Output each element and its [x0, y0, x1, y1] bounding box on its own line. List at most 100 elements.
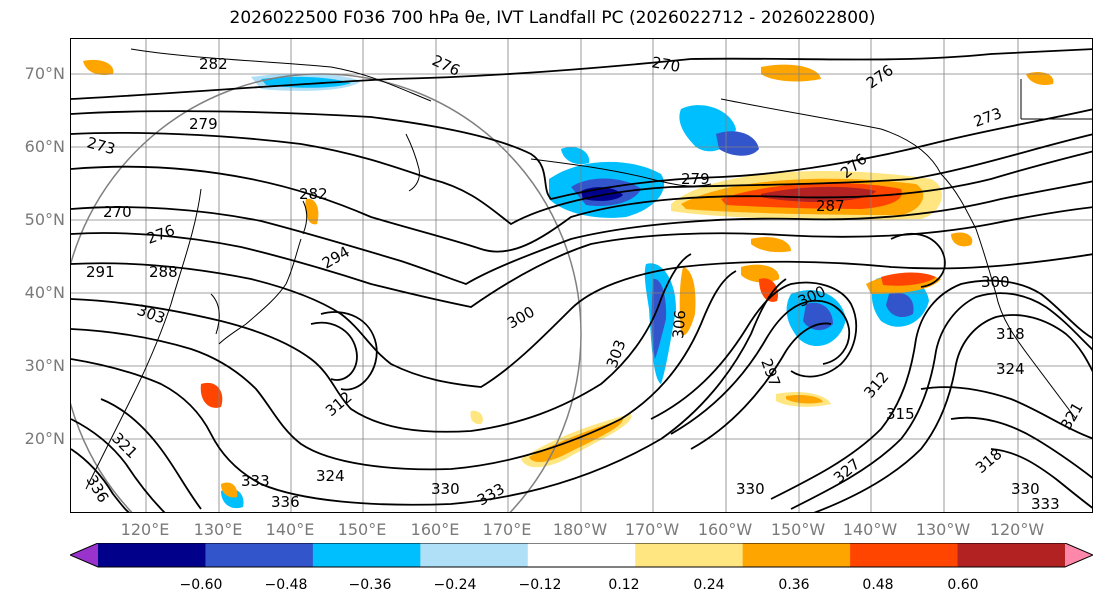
contour-label: 270	[650, 53, 681, 76]
contour-label: 276	[429, 51, 463, 79]
shading-patch-orange	[305, 198, 319, 225]
contour-line	[71, 270, 737, 471]
colorbar-cell	[742, 543, 851, 567]
contour-label: 270	[103, 203, 132, 221]
shading-patch-orange	[761, 64, 821, 82]
contour-label: 303	[135, 301, 168, 328]
colorbar-cell	[850, 543, 959, 567]
contour-line	[71, 448, 130, 512]
shading-layer	[83, 59, 1054, 509]
contour-label: 300	[504, 303, 538, 333]
contour-label: 324	[316, 467, 345, 485]
lon-label-120w: 120°W	[989, 520, 1045, 539]
colorbar-cell	[635, 543, 744, 567]
lat-label-40n: 40°N	[24, 283, 65, 302]
contour-line	[813, 314, 1092, 512]
coast-korea	[210, 293, 220, 335]
shading-patch-blue	[716, 131, 759, 156]
shading-patch-red	[881, 272, 936, 286]
contour-label: 324	[996, 360, 1025, 378]
shading-patch-orange	[83, 59, 114, 75]
contour-line	[890, 232, 946, 288]
contour-line	[71, 253, 1092, 388]
contour-label: 321	[1057, 399, 1087, 433]
graticule	[71, 39, 1092, 512]
map-panel: 282 276 270 276 273 279 273 282 270 276 …	[70, 38, 1093, 513]
shading-patch-darkred	[761, 186, 876, 202]
contour-line	[71, 206, 1092, 308]
coast-alaska	[720, 98, 942, 175]
contour-label: 306	[669, 309, 689, 339]
contour-label: 287	[816, 197, 845, 215]
colorbar-tick: 0.24	[693, 577, 725, 593]
lon-label-170e: 170°E	[482, 520, 532, 539]
contour-line	[310, 321, 358, 381]
lat-label-30n: 30°N	[24, 356, 65, 375]
colorbar-tick: −0.24	[433, 577, 477, 593]
contour-label: 336	[83, 472, 113, 506]
contour-line	[100, 398, 202, 510]
lon-label-160e: 160°E	[410, 520, 460, 539]
contour-line	[320, 311, 378, 391]
contour-label: 318	[996, 325, 1025, 343]
lon-label-150w: 150°W	[770, 520, 826, 539]
contour-label: 291	[86, 263, 115, 281]
shading-patch-orange	[751, 237, 791, 253]
lon-label-130e: 130°E	[193, 520, 243, 539]
contour-label: 312	[860, 368, 892, 402]
shading-patch-blue	[886, 292, 914, 318]
contour-label: 330	[736, 480, 765, 498]
lon-label-150e: 150°E	[337, 520, 387, 539]
colorbar	[70, 543, 1093, 568]
contour-label: 330	[1011, 480, 1040, 498]
shading-patch-orange	[786, 394, 823, 404]
contour-label: 282	[199, 55, 228, 73]
shading-patch-orange	[200, 382, 223, 408]
contour-label: 333	[241, 472, 270, 490]
colorbar-tick: −0.60	[179, 577, 223, 593]
shading-patch-orange	[221, 482, 238, 498]
lat-label-70n: 70°N	[24, 64, 65, 83]
map-title: 2026022500 F036 700 hPa θe, IVT Landfall…	[229, 8, 876, 28]
colorbar-cell	[70, 543, 98, 567]
colorbar-tick: −0.36	[348, 577, 392, 593]
coast-kamchatka	[405, 133, 420, 192]
colorbar-tick: 0.48	[862, 577, 894, 593]
contour-label: 303	[603, 337, 630, 370]
range-circle	[71, 73, 582, 512]
contour-label: 273	[971, 104, 1004, 131]
contour-line	[71, 108, 1092, 200]
contour-label: 333	[474, 480, 508, 510]
shading-patch-blue	[561, 146, 590, 165]
colorbar-cell	[420, 543, 529, 567]
colorbar-cell	[1065, 543, 1093, 567]
colorbar-cell	[312, 543, 421, 567]
shading-patch-orange	[470, 410, 483, 425]
coast-japan-north	[302, 200, 308, 235]
colorbar-cell	[527, 543, 636, 567]
contour-line	[690, 322, 832, 450]
shading-patch-orange	[759, 278, 779, 302]
contour-label: 276	[863, 61, 897, 92]
lat-label-60n: 60°N	[24, 137, 65, 156]
contour-label: 288	[149, 263, 178, 281]
contour-label: 312	[322, 388, 356, 420]
contour-line	[71, 131, 1092, 226]
colorbar-tick: 0.36	[778, 577, 810, 593]
contour-line	[920, 386, 1092, 440]
colorbar-tick: 0.12	[608, 577, 640, 593]
contour-line	[650, 281, 858, 420]
contour-label: 315	[886, 405, 915, 423]
contour-line	[670, 299, 851, 435]
shading-patch-orange	[741, 264, 780, 283]
colorbar-tick: −0.12	[518, 577, 562, 593]
contour-line	[950, 416, 1092, 479]
colorbar-tick: 0.60	[947, 577, 979, 593]
contour-line	[71, 278, 787, 506]
colorbar-outline	[70, 543, 1093, 568]
contour-line	[770, 279, 1092, 500]
contour-layer	[71, 48, 1092, 512]
lon-label-120e: 120°E	[120, 520, 170, 539]
coast-na-west	[940, 173, 1077, 420]
contour-line	[71, 150, 1092, 253]
